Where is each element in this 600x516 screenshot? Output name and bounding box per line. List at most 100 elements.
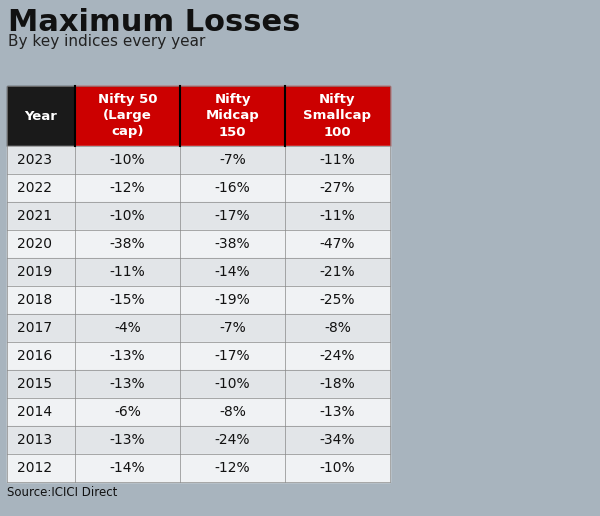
- Text: -14%: -14%: [215, 265, 250, 279]
- Bar: [75, 398, 180, 426]
- Text: -10%: -10%: [110, 209, 145, 223]
- Text: 2019: 2019: [17, 265, 52, 279]
- Text: 2023: 2023: [17, 153, 52, 167]
- Text: 2022: 2022: [17, 181, 52, 195]
- Text: By key indices every year: By key indices every year: [8, 34, 205, 49]
- Text: -25%: -25%: [320, 293, 355, 307]
- Bar: [7, 314, 75, 342]
- Bar: [75, 314, 180, 342]
- Bar: [7, 174, 75, 202]
- Text: -38%: -38%: [215, 237, 250, 251]
- Text: -47%: -47%: [320, 237, 355, 251]
- Text: 2018: 2018: [17, 293, 52, 307]
- Bar: [180, 426, 285, 454]
- Bar: [7, 286, 75, 314]
- Text: -8%: -8%: [324, 321, 351, 335]
- Text: -11%: -11%: [320, 209, 355, 223]
- Bar: [75, 342, 180, 370]
- Text: -10%: -10%: [320, 461, 355, 475]
- Bar: [75, 286, 180, 314]
- Text: -24%: -24%: [215, 433, 250, 447]
- Bar: [180, 202, 285, 230]
- Text: -27%: -27%: [320, 181, 355, 195]
- Text: 2020: 2020: [17, 237, 52, 251]
- Bar: [7, 398, 75, 426]
- Bar: [285, 174, 390, 202]
- Text: -12%: -12%: [110, 181, 145, 195]
- Text: 2016: 2016: [17, 349, 52, 363]
- Bar: [180, 230, 285, 258]
- Bar: [180, 258, 285, 286]
- Text: -11%: -11%: [320, 153, 355, 167]
- Bar: [7, 230, 75, 258]
- Bar: [75, 258, 180, 286]
- Bar: [180, 454, 285, 482]
- Bar: [285, 258, 390, 286]
- Text: Nifty
Smallcap
100: Nifty Smallcap 100: [304, 93, 371, 138]
- Bar: [75, 202, 180, 230]
- Bar: [7, 202, 75, 230]
- Bar: [285, 146, 390, 174]
- Text: 2017: 2017: [17, 321, 52, 335]
- Bar: [75, 370, 180, 398]
- Bar: [180, 398, 285, 426]
- Bar: [75, 86, 180, 146]
- Text: -4%: -4%: [114, 321, 141, 335]
- Text: -19%: -19%: [215, 293, 250, 307]
- Text: 2015: 2015: [17, 377, 52, 391]
- Text: -7%: -7%: [219, 153, 246, 167]
- Bar: [285, 370, 390, 398]
- Text: -14%: -14%: [110, 461, 145, 475]
- Bar: [75, 146, 180, 174]
- Bar: [285, 230, 390, 258]
- Text: -13%: -13%: [110, 377, 145, 391]
- Bar: [75, 230, 180, 258]
- Text: Nifty
Midcap
150: Nifty Midcap 150: [206, 93, 259, 138]
- Bar: [180, 314, 285, 342]
- Bar: [7, 342, 75, 370]
- Bar: [180, 370, 285, 398]
- Text: -13%: -13%: [110, 433, 145, 447]
- Text: 2013: 2013: [17, 433, 52, 447]
- Bar: [285, 454, 390, 482]
- Text: -21%: -21%: [320, 265, 355, 279]
- Text: -16%: -16%: [215, 181, 250, 195]
- Text: 2021: 2021: [17, 209, 52, 223]
- Bar: [285, 202, 390, 230]
- Text: Maximum Losses: Maximum Losses: [8, 8, 301, 37]
- Text: -17%: -17%: [215, 209, 250, 223]
- Bar: [180, 146, 285, 174]
- Text: -34%: -34%: [320, 433, 355, 447]
- Bar: [75, 174, 180, 202]
- Text: -11%: -11%: [110, 265, 145, 279]
- Text: -24%: -24%: [320, 349, 355, 363]
- Text: -13%: -13%: [320, 405, 355, 419]
- Bar: [7, 86, 75, 146]
- Text: Source:ICICI Direct: Source:ICICI Direct: [7, 486, 118, 499]
- Text: -12%: -12%: [215, 461, 250, 475]
- Text: -15%: -15%: [110, 293, 145, 307]
- Text: -18%: -18%: [320, 377, 355, 391]
- Bar: [180, 86, 285, 146]
- Bar: [7, 454, 75, 482]
- Text: -17%: -17%: [215, 349, 250, 363]
- Bar: [7, 426, 75, 454]
- Bar: [75, 454, 180, 482]
- Bar: [180, 174, 285, 202]
- Bar: [180, 342, 285, 370]
- Bar: [180, 286, 285, 314]
- Bar: [7, 370, 75, 398]
- Text: -38%: -38%: [110, 237, 145, 251]
- Text: Year: Year: [25, 109, 58, 122]
- Bar: [285, 426, 390, 454]
- Text: -7%: -7%: [219, 321, 246, 335]
- Text: -8%: -8%: [219, 405, 246, 419]
- Text: -6%: -6%: [114, 405, 141, 419]
- Bar: [285, 286, 390, 314]
- Bar: [7, 258, 75, 286]
- Bar: [285, 314, 390, 342]
- Text: 2012: 2012: [17, 461, 52, 475]
- Text: -13%: -13%: [110, 349, 145, 363]
- Text: -10%: -10%: [215, 377, 250, 391]
- Bar: [285, 398, 390, 426]
